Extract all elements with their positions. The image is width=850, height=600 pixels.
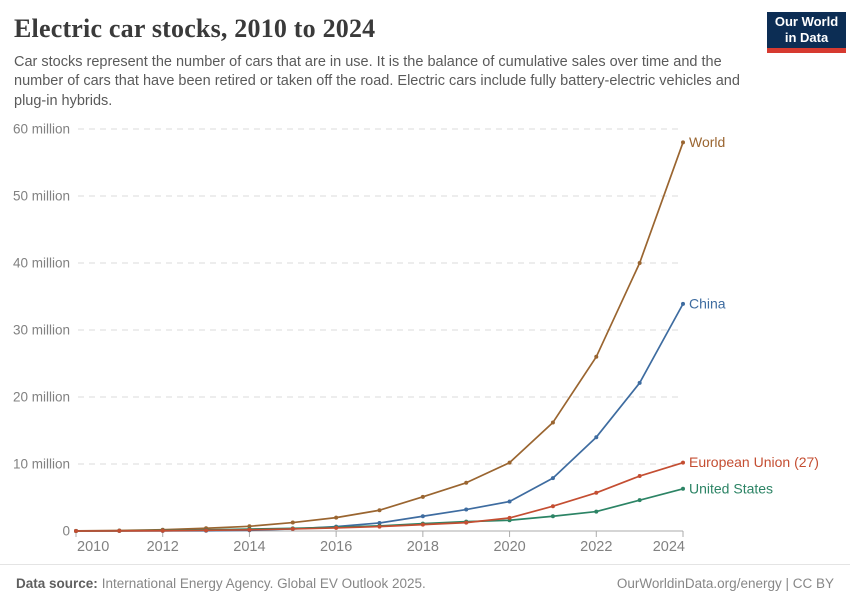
data-point-european-union-27[interactable] — [74, 529, 78, 533]
gridlines — [76, 128, 683, 532]
x-tick-label: 2010 — [77, 539, 109, 555]
data-point-world[interactable] — [637, 261, 642, 265]
data-point-european-union-27[interactable] — [681, 460, 685, 465]
data-point-world[interactable] — [377, 508, 382, 513]
data-point-european-union-27[interactable] — [334, 525, 339, 530]
data-point-world[interactable] — [464, 480, 469, 485]
data-point-european-union-27[interactable] — [204, 528, 209, 533]
attribution-link[interactable]: OurWorldinData.org/energy | CC BY — [616, 576, 834, 591]
data-point-world[interactable] — [550, 420, 555, 425]
data-point-united-states[interactable] — [637, 498, 642, 503]
x-tick-label: 2014 — [233, 539, 265, 555]
data-point-china[interactable] — [637, 380, 642, 385]
data-point-world[interactable] — [507, 460, 512, 465]
data-point-european-union-27[interactable] — [420, 522, 425, 527]
chart-subtitle: Car stocks represent the number of cars … — [14, 54, 740, 109]
data-point-world[interactable] — [247, 524, 252, 529]
data-source-text: International Energy Agency. Global EV O… — [101, 576, 426, 591]
x-tick-label: 2024 — [653, 539, 685, 555]
series-line-china[interactable] — [75, 303, 684, 532]
data-point-china[interactable] — [507, 499, 512, 504]
x-tick-label: 2016 — [320, 539, 352, 555]
data-point-world[interactable] — [334, 515, 339, 520]
data-point-china[interactable] — [594, 435, 599, 440]
data-point-european-union-27[interactable] — [247, 527, 252, 532]
x-tick-label: 2022 — [580, 539, 612, 555]
x-tick-label: 2012 — [147, 539, 179, 555]
data-source: Data source: International Energy Agency.… — [16, 576, 426, 591]
data-point-world[interactable] — [290, 520, 295, 525]
series-lines — [74, 140, 685, 533]
data-point-united-states[interactable] — [550, 514, 555, 519]
data-point-european-union-27[interactable] — [290, 526, 295, 531]
series-label-united-states[interactable]: United States — [689, 480, 773, 496]
data-point-united-states[interactable] — [594, 509, 599, 514]
data-point-european-union-27[interactable] — [117, 528, 122, 533]
x-tick-label: 2018 — [407, 539, 439, 555]
data-point-european-union-27[interactable] — [464, 520, 469, 525]
y-tick-label: 20 million — [13, 390, 70, 405]
page-title: Electric car stocks, 2010 to 2024 — [14, 14, 376, 43]
y-tick-label: 10 million — [13, 457, 70, 472]
data-point-china[interactable] — [420, 514, 425, 519]
y-tick-label: 40 million — [13, 256, 70, 271]
data-point-european-union-27[interactable] — [507, 515, 512, 520]
data-point-world[interactable] — [420, 494, 425, 499]
data-point-china[interactable] — [377, 520, 382, 525]
data-point-european-union-27[interactable] — [594, 490, 599, 495]
line-chart-canvas[interactable]: 0 10 million 20 million 30 million 40 millio… — [0, 0, 850, 562]
y-tick-label: 30 million — [13, 323, 70, 338]
data-point-european-union-27[interactable] — [377, 524, 382, 529]
data-point-world[interactable] — [681, 140, 685, 145]
series-line-european-union-27[interactable] — [75, 461, 684, 532]
data-point-china[interactable] — [464, 507, 469, 512]
owid-logo-line1: Our World — [774, 14, 839, 30]
x-tick-label: 2020 — [493, 539, 525, 555]
series-label-european-union-27[interactable]: European Union (27) — [689, 454, 819, 470]
owid-logo-line2: in Data — [784, 30, 829, 45]
data-point-european-union-27[interactable] — [160, 528, 165, 533]
data-point-european-union-27[interactable] — [637, 474, 642, 479]
x-axis: 2010 2012 2014 2016 2018 2020 2022 2024 — [75, 531, 685, 555]
y-tick-label: 0 — [62, 524, 70, 539]
series-line-world[interactable] — [75, 141, 684, 532]
data-point-world[interactable] — [594, 354, 599, 359]
data-point-china[interactable] — [550, 476, 555, 481]
y-axis-labels: 0 10 million 20 million 30 million 40 millio… — [13, 122, 70, 539]
data-point-european-union-27[interactable] — [550, 504, 555, 509]
data-source-label: Data source: — [16, 576, 98, 591]
data-point-united-states[interactable] — [681, 486, 685, 491]
owid-logo[interactable]: Our World in Data — [767, 12, 846, 53]
y-tick-label: 60 million — [13, 122, 70, 137]
series-labels: World China European Union (27) United Stat… — [689, 134, 819, 496]
series-label-china[interactable]: China — [689, 295, 726, 311]
series-label-world[interactable]: World — [689, 134, 725, 150]
chart-footer: Data source: International Energy Agency.… — [0, 564, 850, 591]
data-point-china[interactable] — [681, 301, 685, 306]
y-tick-label: 50 million — [13, 189, 70, 204]
